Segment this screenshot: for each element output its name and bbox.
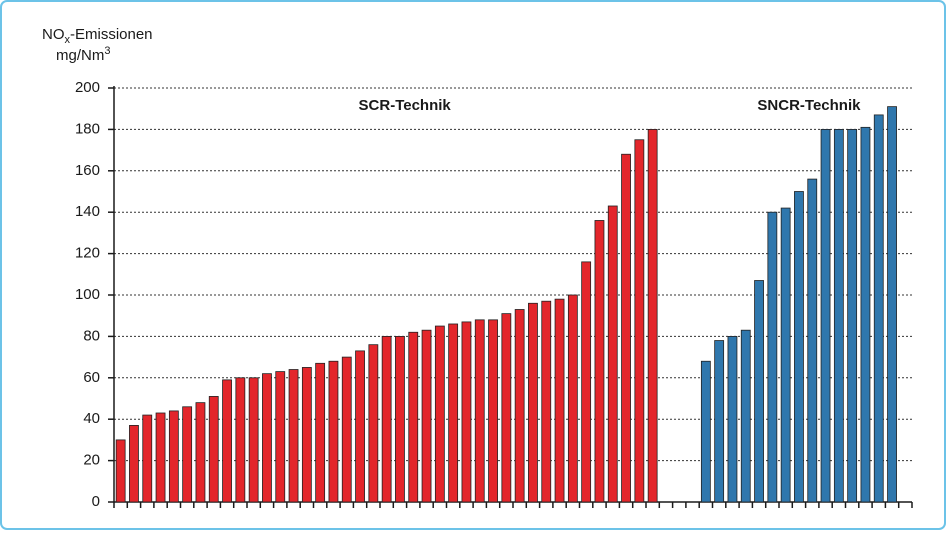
bar <box>448 323 459 503</box>
y-tick-label: 140 <box>75 203 100 220</box>
bar <box>873 114 884 503</box>
bar <box>408 331 419 503</box>
bar <box>115 439 126 503</box>
bar <box>567 294 578 503</box>
bar <box>395 335 405 503</box>
bar <box>887 106 897 503</box>
y-tick-label: 180 <box>75 120 100 137</box>
bar <box>381 335 392 503</box>
y-axis-unit: mg/Nm3 <box>56 45 110 64</box>
bar <box>541 300 552 503</box>
bar <box>328 360 339 503</box>
bar <box>528 302 538 503</box>
y-unit-sup: 3 <box>104 45 110 57</box>
bar <box>634 139 645 503</box>
bar <box>235 377 246 503</box>
bar <box>208 396 219 503</box>
bar <box>315 362 326 503</box>
y-tick-label: 40 <box>83 410 100 427</box>
bar <box>155 412 166 503</box>
bar <box>461 321 472 503</box>
bar <box>168 410 179 503</box>
bar <box>740 329 751 503</box>
y-label-base: NO <box>42 26 65 43</box>
bar <box>833 128 844 503</box>
y-tick-label: 200 <box>75 79 100 96</box>
series-label: SCR-Technik <box>359 97 452 114</box>
bar <box>727 335 738 503</box>
bar <box>767 211 778 503</box>
bar <box>182 406 193 503</box>
y-tick-label: 120 <box>75 245 100 262</box>
bar <box>700 360 711 503</box>
bar <box>301 367 312 503</box>
bar <box>794 191 804 503</box>
bar <box>222 379 232 503</box>
y-tick-label: 20 <box>83 452 100 469</box>
bar <box>754 280 764 503</box>
bar <box>860 126 871 503</box>
y-tick-label: 0 <box>92 493 100 510</box>
bar <box>820 128 831 503</box>
y-label-rest: -Emissionen <box>70 26 153 43</box>
y-label-sub: x <box>65 34 71 46</box>
bar <box>434 325 445 503</box>
bar <box>288 369 299 503</box>
bar <box>847 128 858 503</box>
bar <box>195 402 206 503</box>
y-axis-label: NOx-Emissionen <box>42 26 153 46</box>
bar <box>514 309 525 503</box>
y-tick-label: 100 <box>75 286 100 303</box>
bar <box>341 356 352 503</box>
bar <box>607 205 618 503</box>
series-label: SNCR-Technik <box>757 97 861 114</box>
bar <box>714 340 725 503</box>
bar <box>248 377 259 503</box>
y-unit-base: mg/Nm <box>56 47 104 64</box>
bar <box>554 298 565 503</box>
bar <box>621 153 631 503</box>
bar <box>488 319 498 503</box>
bar <box>262 373 272 503</box>
bar <box>594 220 605 503</box>
bar <box>501 313 512 503</box>
y-tick-label: 160 <box>75 162 100 179</box>
bar <box>807 178 818 503</box>
y-tick-label: 60 <box>83 369 100 386</box>
bar <box>355 350 365 503</box>
bar <box>474 319 485 503</box>
y-tick-label: 80 <box>83 327 100 344</box>
bar <box>368 344 379 503</box>
bar <box>142 414 153 503</box>
bar <box>129 425 139 503</box>
bar <box>647 128 658 503</box>
bar <box>581 261 592 503</box>
bar <box>275 371 286 503</box>
bar <box>780 207 791 503</box>
bar <box>421 329 432 503</box>
